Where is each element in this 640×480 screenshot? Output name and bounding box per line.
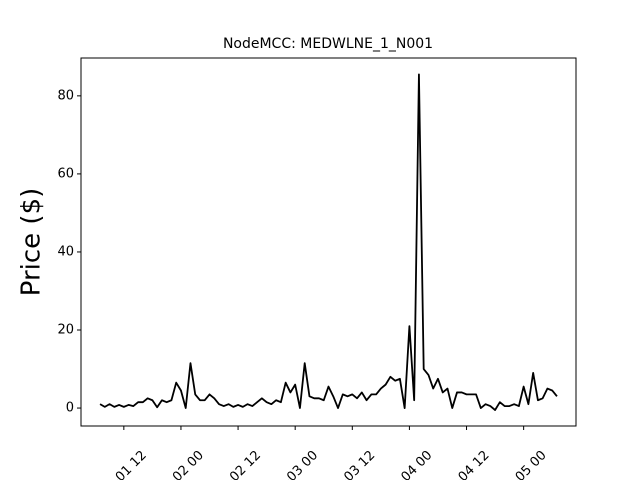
x-tick-label: 09-02 00 xyxy=(155,448,207,480)
x-tick-label: 09-02 12 xyxy=(212,448,264,480)
y-tick-label: 80 xyxy=(57,88,74,103)
x-tick-label: 09-05 00 xyxy=(498,448,550,480)
x-tick-label: 09-04 12 xyxy=(441,448,493,480)
chart-title: NodeMCC: MEDWLNE_1_N001 xyxy=(223,36,433,52)
plot-frame xyxy=(80,57,577,427)
y-tick-label: 0 xyxy=(66,401,74,416)
x-tick-label: 09-01 12 xyxy=(98,448,150,480)
x-tick-label: 09-03 12 xyxy=(326,448,378,480)
y-tick-label: 40 xyxy=(57,244,74,259)
price-line xyxy=(99,73,558,411)
x-tick-label: 09-04 00 xyxy=(383,448,435,480)
y-tick-label: 60 xyxy=(57,166,74,181)
x-tick-label: 09-03 00 xyxy=(269,448,321,480)
y-tick-label: 20 xyxy=(57,323,74,338)
y-axis-label: Price ($) xyxy=(17,188,47,297)
